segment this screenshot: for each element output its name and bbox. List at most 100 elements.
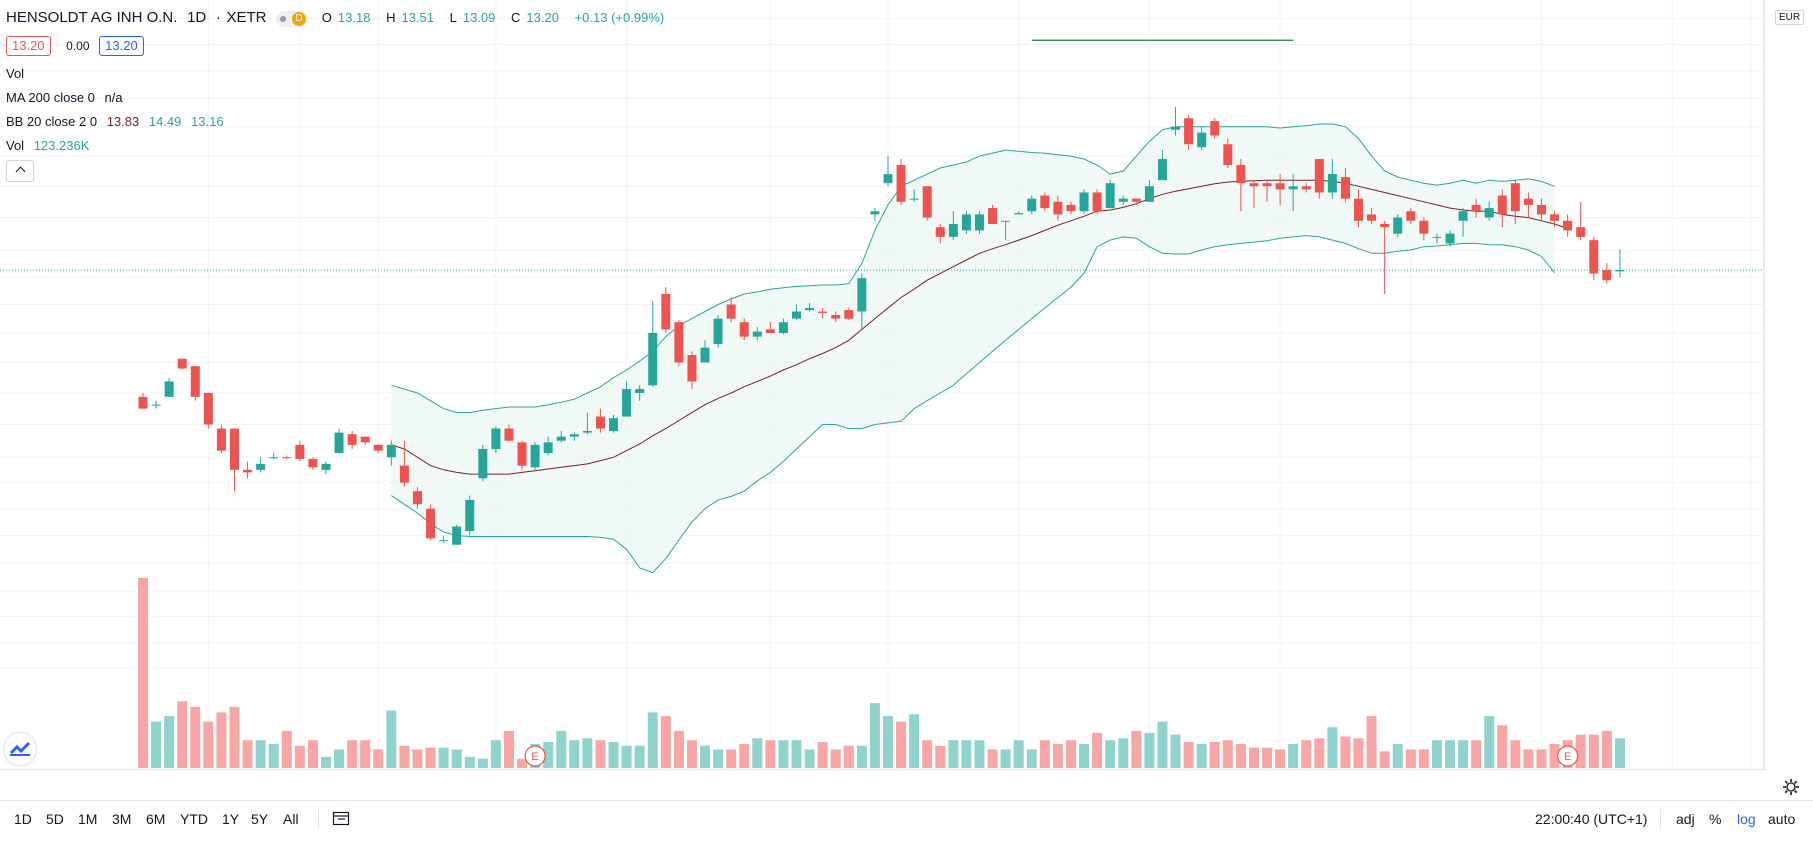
candle-body xyxy=(1223,144,1233,166)
tf-1y-button[interactable]: 1Y xyxy=(222,811,240,827)
symbol-name[interactable]: HENSOLDT AG INH O.N. xyxy=(6,9,178,26)
candle-body xyxy=(792,311,801,319)
chart-settings-button[interactable] xyxy=(1782,778,1800,796)
volume-bar xyxy=(1471,740,1482,768)
candle-body xyxy=(909,198,919,200)
candle-body xyxy=(1432,236,1442,238)
earnings-marker-label: E xyxy=(1564,751,1571,763)
change-value: +0.13 (+0.99%) xyxy=(574,10,665,25)
volume-bar xyxy=(686,740,697,768)
goto-date-button[interactable] xyxy=(332,810,350,826)
candle-body xyxy=(1484,208,1494,218)
ma-legend[interactable]: MA 200 close 0 n/a xyxy=(6,90,129,106)
vol-legend[interactable]: Vol xyxy=(6,66,30,82)
volume-bar xyxy=(804,749,815,768)
tf-1d-button[interactable]: 1D xyxy=(14,811,32,827)
log-toggle[interactable]: log xyxy=(1737,811,1756,827)
candle-body xyxy=(256,463,266,470)
candle-body xyxy=(922,186,932,218)
bb-label: BB 20 close 2 0 xyxy=(6,114,98,129)
bollinger-basis-line xyxy=(391,179,1568,475)
chevron-up-icon xyxy=(15,166,25,177)
volume-bar xyxy=(412,749,423,768)
interval-label[interactable]: 1D xyxy=(187,9,207,26)
collapse-legend-button[interactable] xyxy=(6,160,34,182)
volume-bar xyxy=(242,740,253,768)
volume-bar xyxy=(765,740,776,768)
candle-body xyxy=(935,227,945,237)
delayed-badge: D xyxy=(292,11,307,26)
candle-body xyxy=(1144,186,1154,202)
volume-bar xyxy=(1327,727,1338,768)
candle-body xyxy=(556,436,566,441)
volume-bar xyxy=(1248,747,1259,768)
volume-bar xyxy=(1026,749,1037,768)
candle-body xyxy=(988,208,998,224)
candle-body xyxy=(778,322,788,333)
bb-basis-value: 13.83 xyxy=(106,114,140,129)
ask-price[interactable]: 13.20 xyxy=(99,36,144,56)
volume-bar xyxy=(1118,738,1129,768)
adj-toggle[interactable]: adj xyxy=(1676,811,1695,827)
volume-bar xyxy=(1379,751,1390,768)
candle-body xyxy=(177,358,187,369)
volume-bar xyxy=(752,738,763,768)
volume-bar xyxy=(647,712,658,768)
high-value: 13.51 xyxy=(401,10,434,25)
tf-5d-button[interactable]: 5D xyxy=(46,811,64,827)
tf-1m-button[interactable]: 1M xyxy=(78,811,98,827)
market-status-badge: D xyxy=(276,10,309,27)
volume-bar xyxy=(1523,749,1534,768)
candle-body xyxy=(752,331,762,337)
volume-bar xyxy=(1131,730,1142,768)
volume-bar xyxy=(451,749,462,768)
volume-bar xyxy=(1510,740,1521,768)
price-chart[interactable]: EE8.458.698.959.209.509.8010.1010.4010.7… xyxy=(0,0,1765,770)
volume-bar xyxy=(909,714,920,768)
bb-legend[interactable]: BB 20 close 2 0 13.83 14.49 13.16 xyxy=(6,114,230,130)
volume-bar xyxy=(1458,740,1469,768)
percent-toggle[interactable]: % xyxy=(1709,811,1722,827)
volume-bar xyxy=(726,749,737,768)
tradingview-logo[interactable] xyxy=(4,733,36,765)
volume-bar xyxy=(490,740,501,768)
volume-bar xyxy=(1431,740,1442,768)
candle-body xyxy=(1536,204,1546,215)
candle-body xyxy=(831,315,841,319)
volume-bar xyxy=(1588,734,1599,768)
auto-toggle[interactable]: auto xyxy=(1768,811,1796,827)
candle-body xyxy=(334,432,344,454)
tf-3m-button[interactable]: 3M xyxy=(112,811,132,827)
candle-body xyxy=(308,458,318,468)
volume-bar xyxy=(1209,742,1220,768)
candle-body xyxy=(282,457,292,459)
vol-label: Vol xyxy=(6,66,25,81)
bid-price[interactable]: 13.20 xyxy=(6,36,51,56)
volume-bar xyxy=(948,740,959,768)
volume-bar xyxy=(673,730,684,768)
tf-ytd-button[interactable]: YTD xyxy=(180,811,208,827)
candle-body xyxy=(1550,214,1560,221)
vol2-legend[interactable]: Vol 123.236K xyxy=(6,138,95,154)
volume-bar xyxy=(595,740,606,768)
volume-bar xyxy=(373,749,384,768)
tf-6m-button[interactable]: 6M xyxy=(146,811,166,827)
candle-body xyxy=(164,381,174,397)
exchange-label: XETR xyxy=(226,9,267,26)
volume-bar xyxy=(216,712,227,768)
clock-time[interactable]: 22:00:40 (UTC+1) xyxy=(1535,811,1648,827)
chart-canvas[interactable]: EE8.458.698.959.209.509.8010.1010.4010.7… xyxy=(0,0,1765,770)
candle-body xyxy=(321,463,331,470)
volume-bar xyxy=(896,721,907,768)
candle-body xyxy=(1027,198,1037,212)
volume-bar xyxy=(791,740,802,768)
candle-body xyxy=(870,211,880,215)
tf-5y-button[interactable]: 5Y xyxy=(251,811,269,827)
volume-bar xyxy=(608,742,619,768)
candle-body xyxy=(530,444,540,468)
volume-bar xyxy=(1445,740,1455,768)
candle-body xyxy=(1471,204,1481,212)
volume-bar xyxy=(1353,738,1364,768)
tf-all-button[interactable]: All xyxy=(283,811,299,827)
candle-body xyxy=(412,491,422,505)
